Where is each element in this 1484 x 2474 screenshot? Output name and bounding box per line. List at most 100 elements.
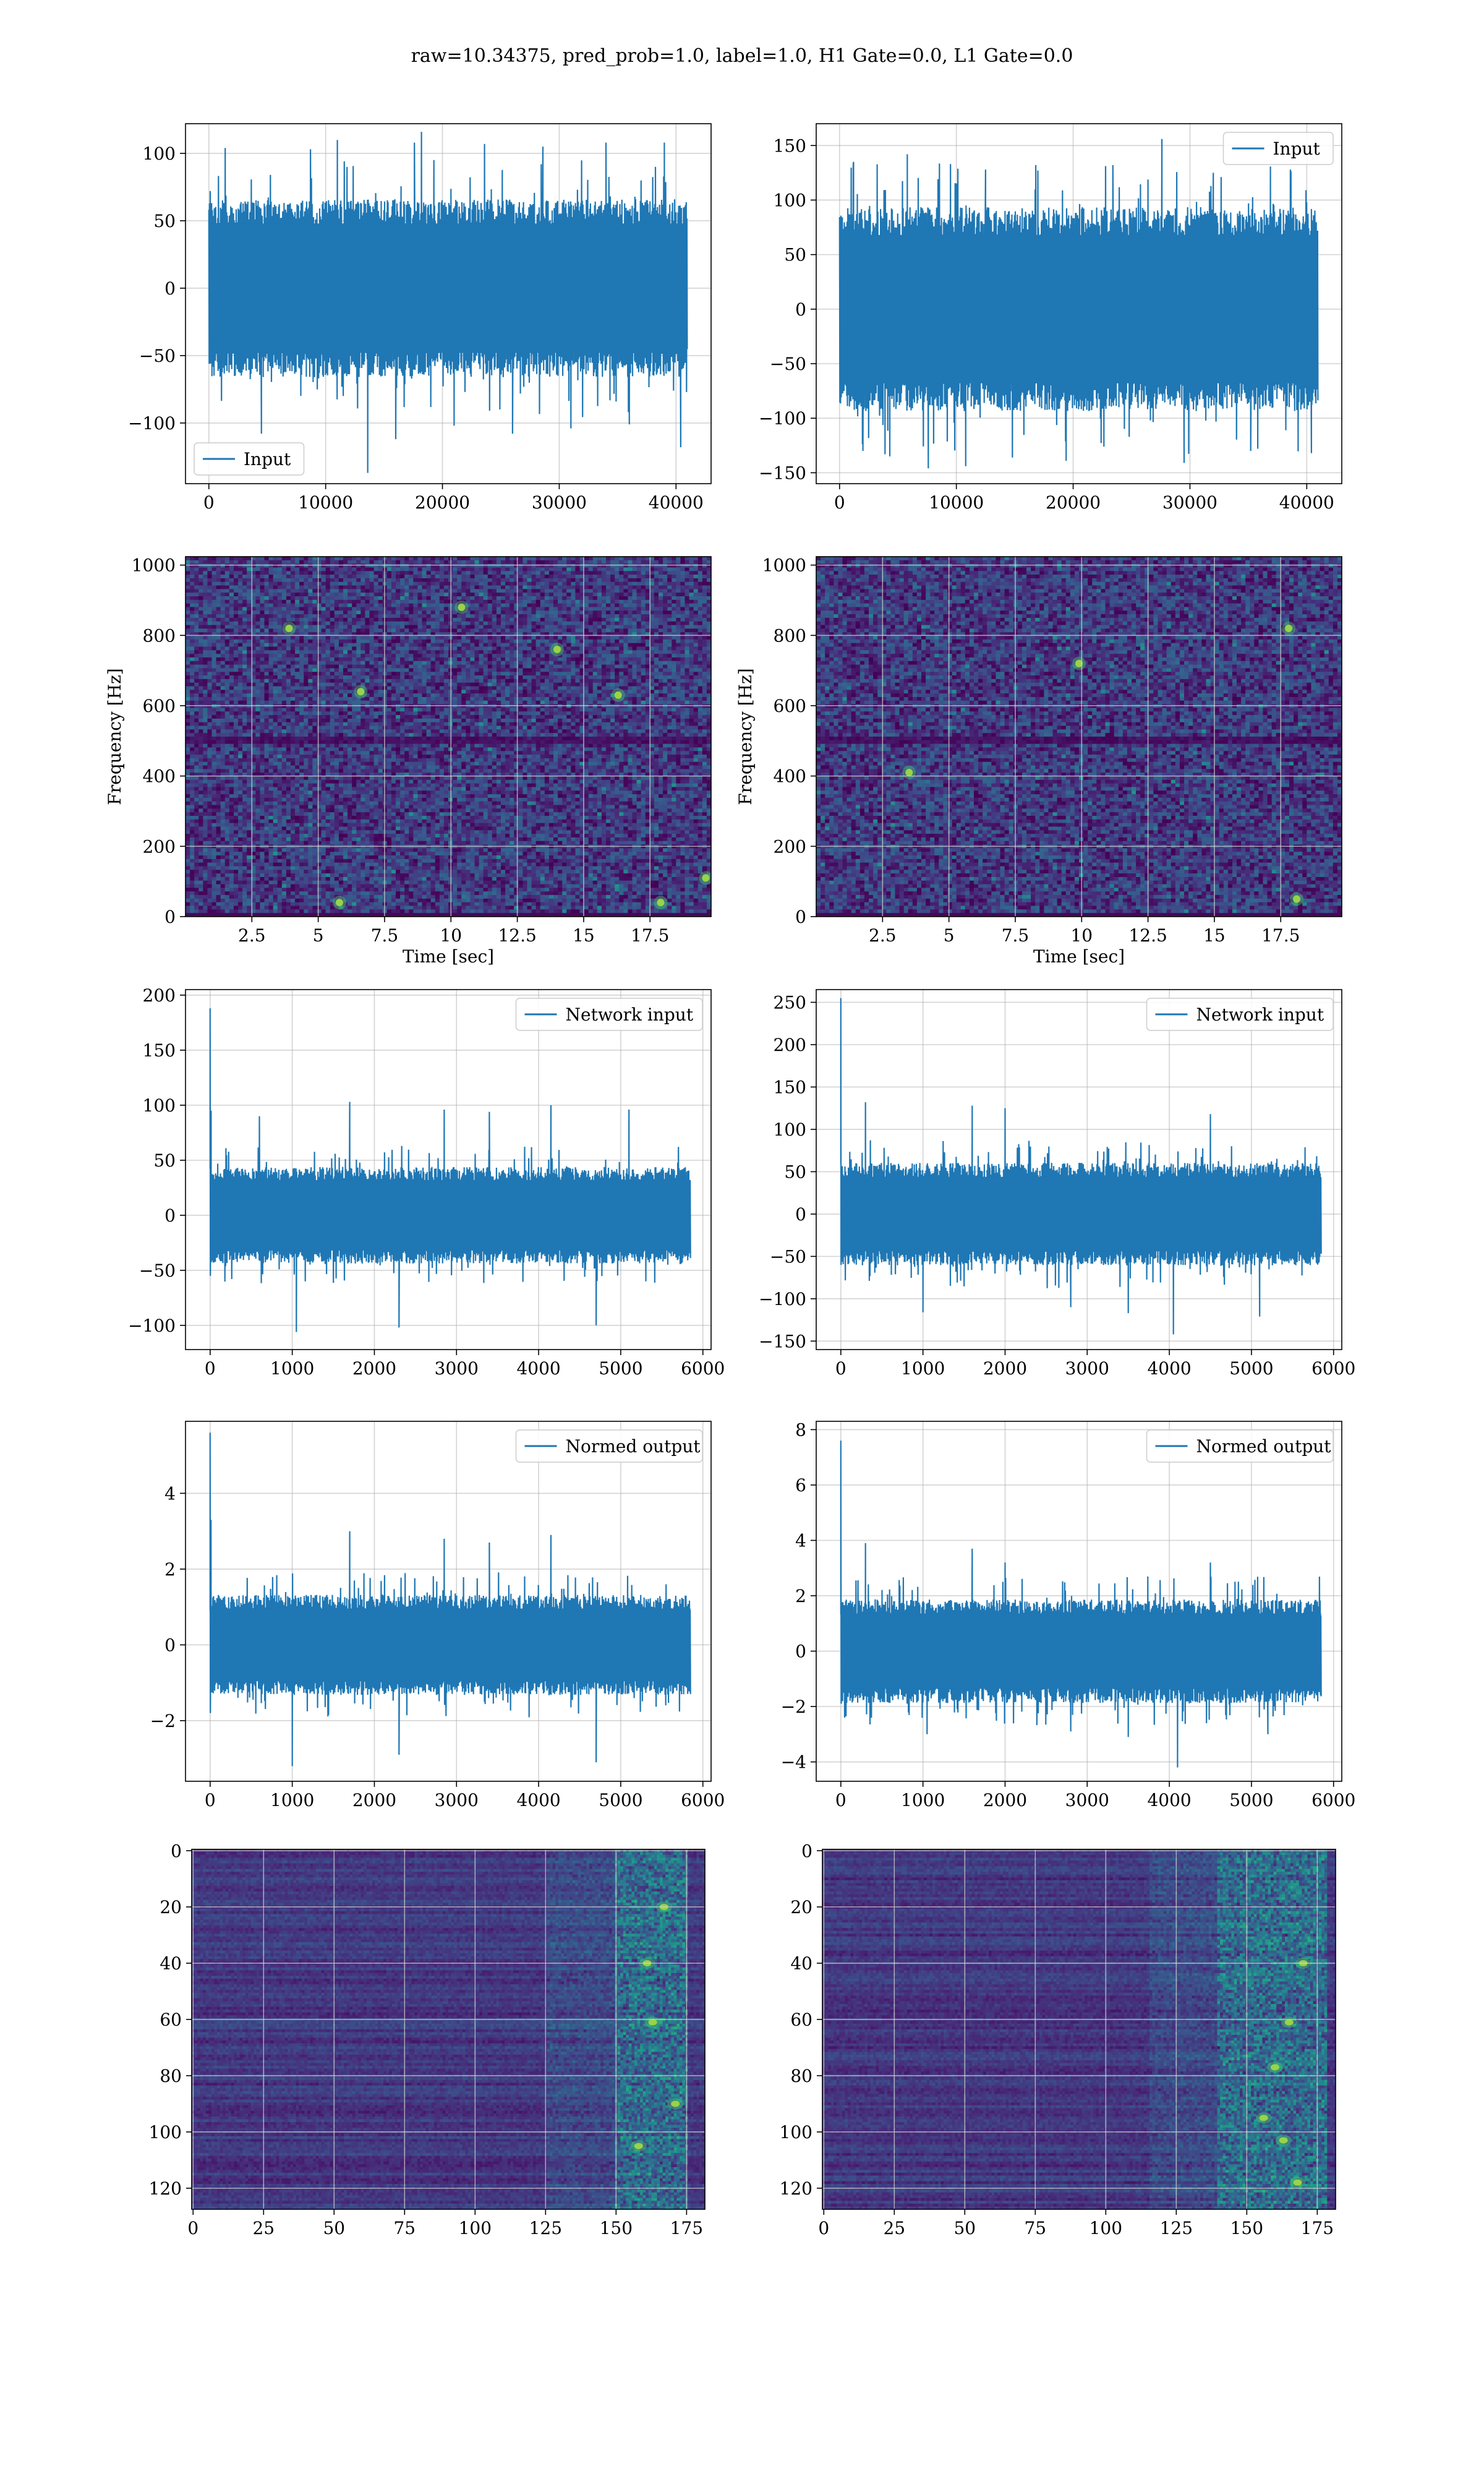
- hot-spot-halo: [645, 2017, 661, 2028]
- tick-label-x: 75: [393, 2218, 416, 2238]
- tick-label-y: 600: [774, 696, 806, 716]
- tick-label-y: 400: [143, 766, 176, 787]
- tick-label-y: −150: [759, 463, 806, 483]
- tick-label-x: 1000: [270, 1790, 314, 1810]
- tick-label-x: 4000: [516, 1790, 560, 1810]
- tick-label-y: −100: [128, 1316, 176, 1336]
- tick-label-y: 0: [164, 278, 176, 299]
- legend-label: Input: [244, 449, 291, 469]
- hot-spot-halo: [699, 871, 712, 884]
- tick-label-y: 2: [164, 1559, 176, 1580]
- tick-label-x: 150: [1230, 2218, 1263, 2238]
- tick-label-x: 15: [573, 925, 595, 946]
- series-core: [210, 1609, 691, 1682]
- tick-label-x: 0: [205, 1358, 216, 1379]
- tick-label-x: 20000: [1046, 492, 1101, 513]
- tick-label-y: 150: [774, 1077, 806, 1097]
- tick-label-x: 10000: [298, 492, 353, 513]
- tick-label-x: 5: [944, 925, 955, 946]
- tick-label-y: −150: [759, 1331, 806, 1351]
- tick-label-y: 20: [790, 1897, 812, 1917]
- tick-label-y: 40: [160, 1953, 182, 1974]
- tick-label-x: 175: [1301, 2218, 1334, 2238]
- legend-label: Input: [1273, 139, 1321, 159]
- hot-spot-halo: [631, 2141, 647, 2152]
- tick-label-y: 250: [774, 993, 806, 1013]
- tick-label-x: 0: [205, 1790, 216, 1810]
- tick-label-y: 100: [780, 2122, 812, 2142]
- tick-label-x: 1000: [901, 1358, 945, 1379]
- tick-label-x: 5000: [599, 1358, 642, 1379]
- hot-spot-halo: [1282, 622, 1295, 635]
- tick-label-x: 150: [600, 2218, 633, 2238]
- series-core: [210, 1180, 691, 1251]
- chart-input-l1: 0 10000 20000 30000 40000−150−100−5005010015…: [759, 124, 1342, 513]
- tick-label-x: 0: [187, 2218, 198, 2238]
- tick-label-x: 2000: [983, 1358, 1027, 1379]
- legend-label: Network input: [1196, 1004, 1324, 1025]
- tick-label-y: 400: [774, 766, 806, 787]
- hot-spot-halo: [550, 643, 564, 656]
- hot-spot-halo: [333, 896, 346, 909]
- series-line: [841, 1440, 1321, 1767]
- tick-label-y: 8: [795, 1419, 806, 1440]
- hot-spot-halo: [282, 622, 296, 635]
- tick-label-y: −50: [139, 1261, 176, 1281]
- tick-label-y: 4: [795, 1531, 806, 1551]
- tick-label-x: 0: [203, 492, 215, 513]
- tick-label-x: 0: [834, 492, 845, 513]
- tick-label-x: 125: [1160, 2218, 1193, 2238]
- hot-spot-halo: [1276, 2135, 1292, 2146]
- tick-label-x: 10000: [929, 492, 984, 513]
- heatmap-cells: [192, 1849, 706, 2210]
- x-axis-label: Time [sec]: [403, 946, 494, 967]
- tick-label-y: 100: [774, 1119, 806, 1140]
- tick-label-x: 2.5: [238, 925, 266, 946]
- series-core: [841, 1177, 1321, 1252]
- tick-label-y: 1000: [762, 555, 806, 576]
- tick-label-y: 800: [774, 625, 806, 646]
- tick-label-x: 6000: [681, 1790, 725, 1810]
- tick-label-x: 50: [323, 2218, 345, 2238]
- tick-label-y: 0: [164, 907, 176, 927]
- chart-network-input-h1: 0 1000 2000 3000 4000 5000 6000−100−5005010015…: [128, 985, 725, 1379]
- tick-label-y: −2: [781, 1697, 806, 1717]
- heatmap-cells: [822, 1849, 1336, 2210]
- series-core: [840, 235, 1318, 383]
- tick-label-y: 200: [774, 836, 806, 857]
- series-line: [210, 1008, 691, 1332]
- tick-label-x: 40000: [649, 492, 704, 513]
- legend: Input: [194, 443, 304, 475]
- tick-label-x: 6000: [681, 1358, 725, 1379]
- tick-label-x: 175: [670, 2218, 703, 2238]
- tick-label-x: 10: [1070, 925, 1093, 946]
- figure-suptitle: raw=10.34375, pred_prob=1.0, label=1.0, …: [411, 45, 1073, 67]
- tick-label-x: 4000: [1147, 1790, 1191, 1810]
- legend: Normed output: [1147, 1430, 1334, 1462]
- tick-label-y: −50: [139, 346, 176, 366]
- tick-label-x: 17.5: [1261, 925, 1300, 946]
- hot-spot-halo: [454, 601, 468, 614]
- tick-label-y: 50: [153, 1150, 176, 1171]
- series-line: [841, 998, 1321, 1335]
- tick-label-y: −100: [759, 408, 806, 429]
- hot-spot-halo: [612, 688, 625, 702]
- tick-label-x: 2.5: [869, 925, 897, 946]
- tick-label-y: −50: [770, 1246, 806, 1267]
- legend-label: Normed output: [566, 1436, 701, 1457]
- hot-spot-halo: [1256, 2112, 1272, 2123]
- tick-label-x: 15: [1203, 925, 1226, 946]
- tick-label-x: 12.5: [1128, 925, 1167, 946]
- tick-label-y: 0: [164, 1205, 176, 1226]
- tick-label-x: 3000: [435, 1358, 479, 1379]
- tick-label-x: 10: [440, 925, 462, 946]
- tick-label-x: 3000: [1065, 1790, 1109, 1810]
- heatmap-cells: [816, 557, 1342, 917]
- legend-label: Normed output: [1196, 1436, 1332, 1457]
- y-axis-label: Frequency [Hz]: [735, 668, 756, 805]
- tick-label-x: 7.5: [1002, 925, 1030, 946]
- tick-label-y: 120: [149, 2178, 182, 2199]
